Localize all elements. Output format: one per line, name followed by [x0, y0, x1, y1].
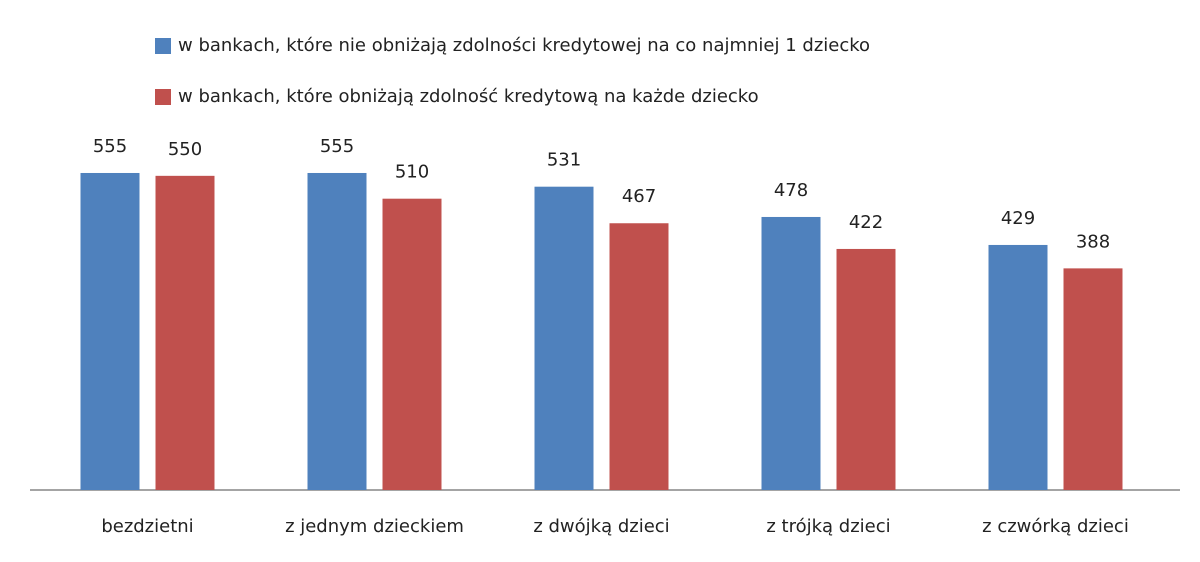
x-tick-label: z trójką dzieci — [766, 516, 890, 537]
legend-label: w bankach, które obniżają zdolność kredy… — [178, 86, 759, 107]
value-label: 555 — [93, 136, 127, 157]
x-tick-label: z jednym dzieckiem — [285, 516, 464, 537]
value-label: 510 — [395, 162, 429, 183]
bar — [382, 198, 442, 491]
legend-swatch — [155, 89, 171, 105]
bar — [80, 172, 140, 490]
value-label: 550 — [168, 139, 202, 160]
x-tick-label: bezdzietni — [101, 516, 193, 537]
bar — [307, 172, 367, 490]
bar — [534, 186, 594, 490]
value-label: 422 — [849, 212, 883, 233]
bar — [988, 244, 1048, 490]
value-label: 467 — [622, 186, 656, 207]
bar — [155, 175, 215, 490]
bar — [836, 248, 896, 490]
value-label: 478 — [774, 180, 808, 201]
legend-swatch — [155, 38, 171, 54]
value-label: 555 — [320, 136, 354, 157]
x-tick-label: z czwórką dzieci — [982, 516, 1129, 537]
bar — [761, 216, 821, 490]
legend-label: w bankach, które nie obniżają zdolności … — [178, 35, 870, 56]
bar — [1063, 268, 1123, 490]
value-label: 531 — [547, 150, 581, 171]
bar — [609, 223, 669, 490]
x-tick-label: z dwójką dzieci — [533, 516, 669, 537]
value-label: 388 — [1076, 231, 1110, 252]
value-label: 429 — [1001, 208, 1035, 229]
